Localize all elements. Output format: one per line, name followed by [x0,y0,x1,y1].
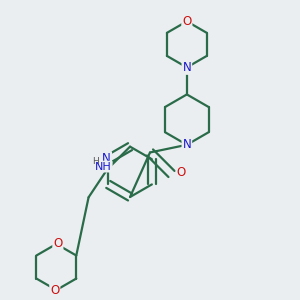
Text: O: O [50,284,59,298]
Text: H: H [92,157,99,166]
Text: O: O [177,166,186,179]
Text: N: N [102,152,111,165]
Text: N: N [182,61,191,74]
Text: NH: NH [95,162,112,172]
Text: N: N [182,138,191,151]
Text: O: O [182,15,191,28]
Text: O: O [53,237,62,250]
